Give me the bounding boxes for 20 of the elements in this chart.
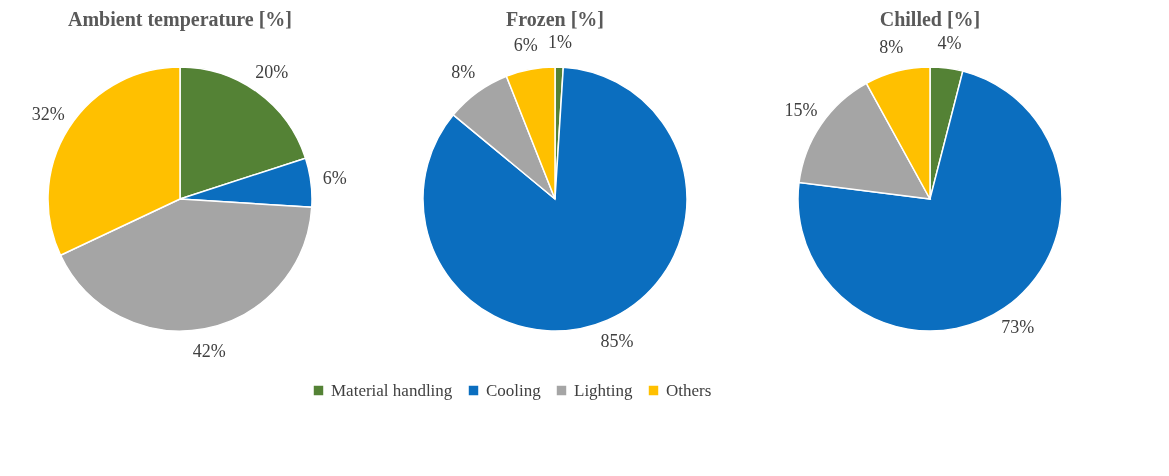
data-label: 85% (600, 331, 634, 352)
data-label: 8% (451, 61, 476, 82)
legend-label: Cooling (486, 380, 542, 400)
data-label: 73% (1001, 317, 1035, 338)
legend-label: Material handling (331, 380, 453, 400)
data-label: 4% (937, 33, 962, 54)
data-label: 6% (322, 168, 347, 189)
chart-title: Chilled [%] (879, 8, 981, 30)
chart-title: Ambient temperature [%] (67, 8, 293, 31)
chart-title: Frozen [%] (506, 8, 604, 30)
data-label: 1% (547, 32, 572, 53)
data-label: 42% (192, 341, 226, 362)
data-label: 15% (784, 100, 818, 121)
data-label: 32% (31, 104, 65, 125)
pie-slice (422, 66, 688, 332)
legend-label: Lighting (574, 380, 634, 400)
legend-label: Others (666, 380, 712, 400)
data-label: 8% (879, 36, 904, 57)
data-label: 6% (513, 34, 538, 55)
data-label: 20% (255, 61, 289, 82)
